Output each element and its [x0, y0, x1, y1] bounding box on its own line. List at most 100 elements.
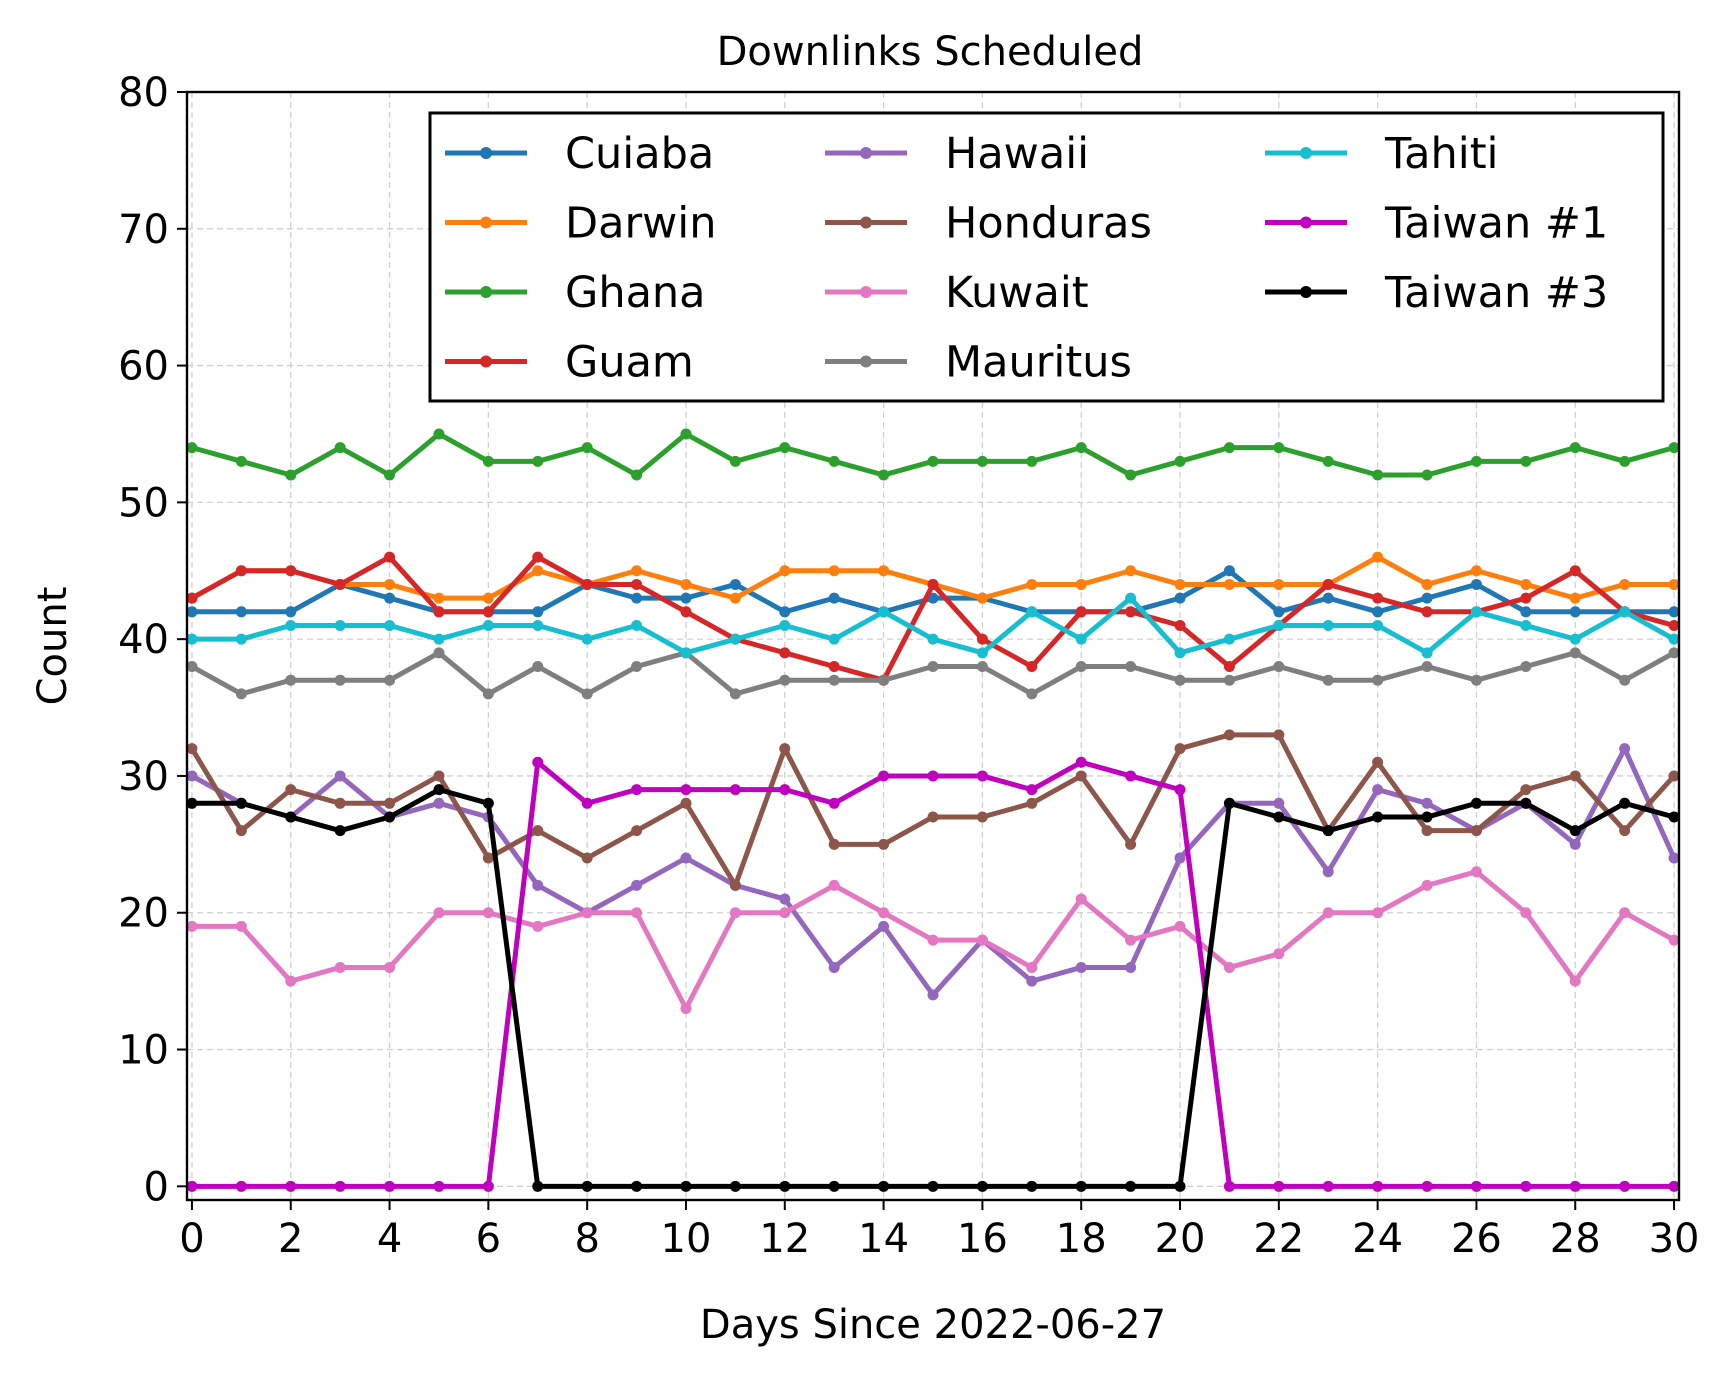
data-point	[1174, 784, 1186, 796]
legend-label: Kuwait	[945, 268, 1089, 318]
data-point	[927, 592, 939, 604]
data-point	[1223, 729, 1235, 741]
data-point	[1520, 455, 1532, 467]
data-point	[334, 578, 346, 590]
data-point	[482, 619, 494, 631]
legend-marker	[860, 286, 872, 298]
data-point	[1520, 797, 1532, 809]
data-point	[1075, 606, 1087, 618]
data-point	[581, 1180, 593, 1192]
data-point	[976, 633, 988, 645]
data-point	[1569, 442, 1581, 454]
data-point	[482, 907, 494, 919]
data-point	[927, 934, 939, 946]
y-tick-label: 0	[144, 1164, 169, 1210]
data-point	[1075, 633, 1087, 645]
data-point	[729, 784, 741, 796]
data-point	[532, 661, 544, 673]
data-point	[1619, 455, 1631, 467]
series-taiwan-3	[186, 784, 1680, 1192]
data-point	[1520, 592, 1532, 604]
legend-box	[428, 111, 1665, 403]
data-point	[779, 442, 791, 454]
series-taiwan-1	[186, 756, 1680, 1192]
data-point	[1273, 948, 1285, 960]
data-point	[729, 592, 741, 604]
x-tick-label: 2	[278, 1216, 303, 1262]
data-point	[729, 879, 741, 891]
data-point	[235, 1180, 247, 1192]
data-point	[1668, 606, 1680, 618]
data-point	[976, 811, 988, 823]
data-point	[878, 606, 890, 618]
data-point	[285, 975, 297, 987]
legend-item: Taiwan #1	[1265, 199, 1608, 249]
data-point	[433, 428, 445, 440]
data-point	[482, 688, 494, 700]
data-point	[1273, 661, 1285, 673]
data-point	[1174, 1180, 1186, 1192]
data-point	[927, 578, 939, 590]
data-point	[1520, 578, 1532, 590]
data-point	[334, 619, 346, 631]
data-point	[828, 455, 840, 467]
data-point	[1569, 838, 1581, 850]
data-point	[532, 619, 544, 631]
data-point	[433, 606, 445, 618]
data-point	[1668, 811, 1680, 823]
legend-label: Taiwan #1	[1384, 199, 1608, 249]
legend: Cuiaba Darwin Ghana Guam Hawaii Honduras Kuwai…	[428, 111, 1665, 403]
data-point	[828, 661, 840, 673]
legend-marker	[480, 216, 492, 229]
data-point	[285, 619, 297, 631]
data-point	[334, 442, 346, 454]
data-point	[779, 907, 791, 919]
data-point	[384, 469, 396, 481]
data-point	[285, 1180, 297, 1192]
legend-item: Ghana	[445, 268, 706, 318]
legend-item: Tahiti	[1265, 129, 1499, 179]
data-point	[927, 633, 939, 645]
legend-item: Cuiaba	[445, 129, 714, 179]
data-point	[384, 674, 396, 686]
data-point	[1322, 578, 1334, 590]
x-tick-label: 30	[1649, 1216, 1700, 1262]
data-point	[285, 674, 297, 686]
data-point	[1520, 661, 1532, 673]
data-point	[1125, 934, 1137, 946]
data-point	[779, 647, 791, 659]
data-point	[927, 455, 939, 467]
data-point	[631, 578, 643, 590]
legend-marker	[860, 216, 872, 229]
data-point	[581, 797, 593, 809]
data-point	[1372, 606, 1384, 618]
data-point	[878, 674, 890, 686]
data-point	[729, 907, 741, 919]
data-point	[384, 1180, 396, 1192]
data-point	[334, 797, 346, 809]
data-point	[433, 797, 445, 809]
data-point	[1322, 619, 1334, 631]
data-point	[1421, 879, 1433, 891]
data-point	[235, 920, 247, 932]
legend-label: Taiwan #3	[1384, 268, 1608, 318]
data-point	[680, 1002, 692, 1014]
data-point	[1421, 647, 1433, 659]
x-tick-label: 6	[476, 1216, 501, 1262]
data-point	[384, 619, 396, 631]
y-tick-label: 60	[118, 344, 169, 390]
data-point	[433, 784, 445, 796]
data-point	[384, 797, 396, 809]
data-point	[1075, 893, 1087, 905]
data-point	[1322, 866, 1334, 878]
legend-item: Hawaii	[825, 129, 1089, 179]
data-point	[680, 428, 692, 440]
legend-item: Taiwan #3	[1265, 268, 1608, 318]
data-point	[680, 647, 692, 659]
data-point	[384, 592, 396, 604]
data-point	[1223, 797, 1235, 809]
data-point	[927, 661, 939, 673]
data-point	[976, 1180, 988, 1192]
data-point	[1223, 674, 1235, 686]
data-point	[1421, 592, 1433, 604]
